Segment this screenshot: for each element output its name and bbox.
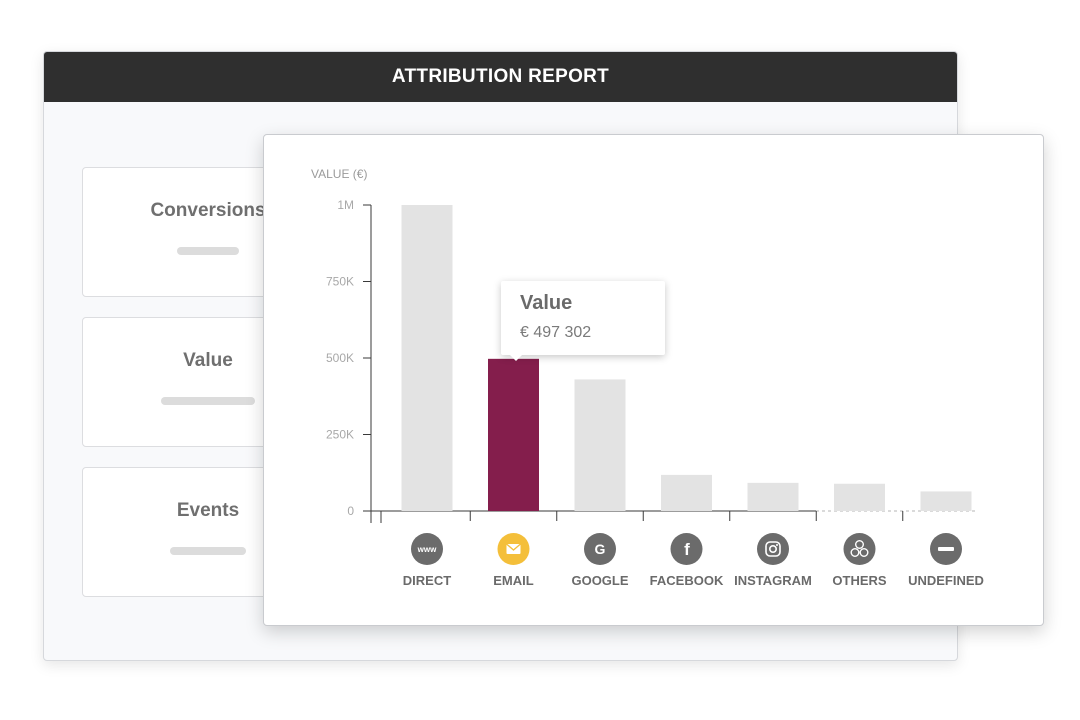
y-axis-label: VALUE (€) [311,167,367,181]
metric-title-conversions: Conversions [150,200,266,221]
www-icon: www [411,533,443,565]
metric-placeholder-bar [177,247,239,255]
y-tick-label: 0 [347,504,354,518]
y-tick-label: 1M [337,198,354,212]
x-tick-label: OTHERS [832,573,887,588]
value-chart-panel: VALUE (€) 0 250K 500K 750K 1M www DIRECT EMAIL G G… [263,134,1044,626]
facebook-icon: f [670,533,703,565]
metric-placeholder-bar [161,397,255,405]
bar-email[interactable] [488,358,539,511]
email-icon [497,533,530,565]
undefined-icon [930,533,962,565]
value-tooltip: Value € 497 302 [501,281,665,361]
others-icon [843,533,876,565]
report-title: ATTRIBUTION REPORT [44,52,957,102]
metric-placeholder-bar [170,547,246,555]
metric-title-events: Events [176,500,240,521]
y-tick-label: 500K [326,351,354,365]
x-tick-label: EMAIL [493,573,534,588]
x-tick-label: GOOGLE [571,573,628,588]
bar-direct[interactable] [401,205,453,511]
bar-instagram[interactable] [747,482,799,511]
bar-others[interactable] [834,483,885,511]
y-tick-label: 250K [326,428,354,442]
bar-google[interactable] [574,379,626,511]
bar-facebook[interactable] [661,474,712,511]
x-tick-label: INSTAGRAM [734,573,812,588]
value-bar-chart: VALUE (€) 0 250K 500K 750K 1M www DIRECT EMAIL G G… [311,167,984,588]
x-tick-label: FACEBOOK [650,573,724,588]
x-tick-label: DIRECT [403,573,451,588]
y-tick-label: 750K [326,275,354,289]
x-tick-label: UNDEFINED [908,573,984,588]
metric-title-value: Value [183,350,233,371]
svg-text:www: www [417,545,437,554]
instagram-icon [757,533,789,565]
google-icon: G [584,533,616,565]
tooltip-title: Value [520,292,573,314]
svg-text:f: f [684,540,690,559]
tooltip-value: € 497 302 [520,324,592,341]
svg-text:G: G [595,541,606,557]
bar-undefined[interactable] [920,491,972,511]
